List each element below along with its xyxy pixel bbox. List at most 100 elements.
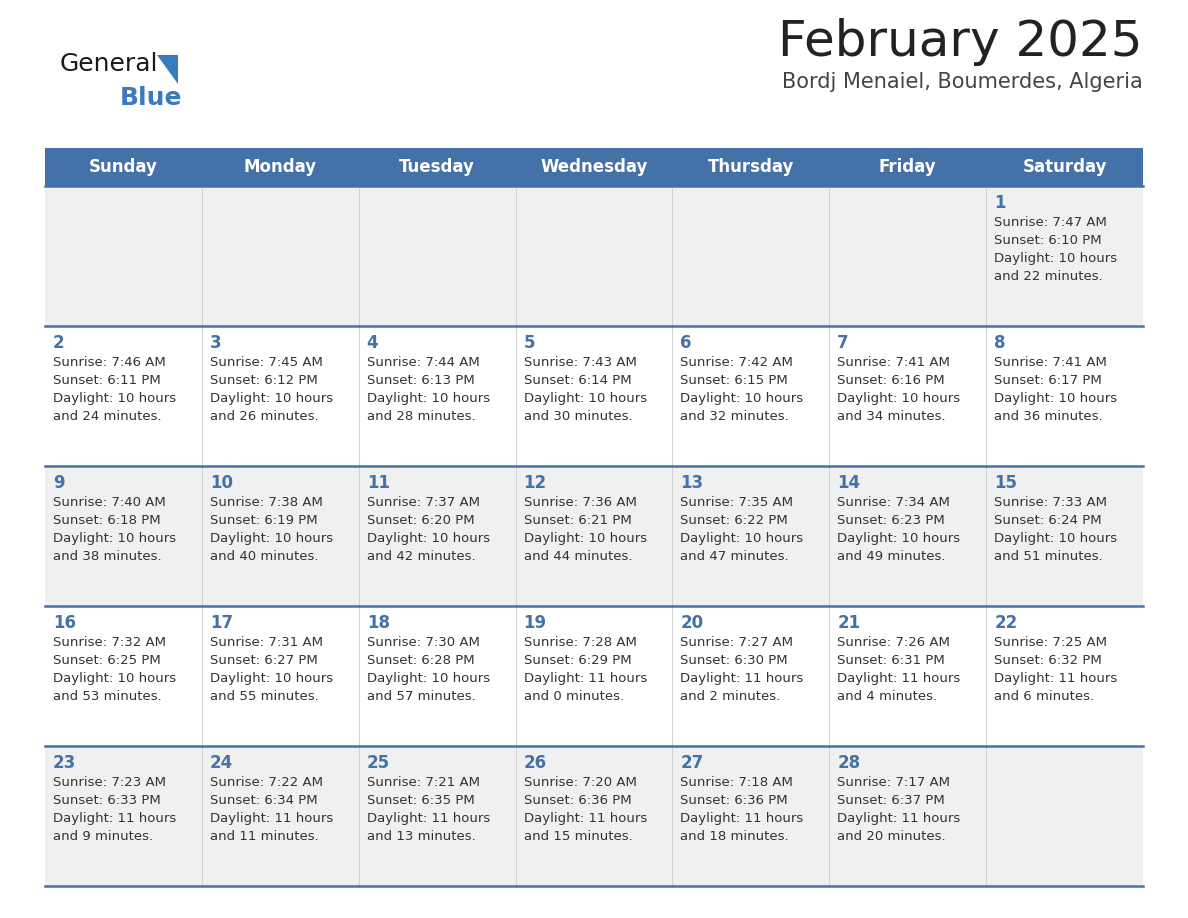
Text: Sunset: 6:17 PM: Sunset: 6:17 PM <box>994 374 1102 387</box>
Text: Sunrise: 7:21 AM: Sunrise: 7:21 AM <box>367 776 480 789</box>
Bar <box>672 186 829 326</box>
Bar <box>986 326 1143 466</box>
Text: Sunset: 6:22 PM: Sunset: 6:22 PM <box>681 514 788 527</box>
Text: Sunset: 6:14 PM: Sunset: 6:14 PM <box>524 374 631 387</box>
Text: and 22 minutes.: and 22 minutes. <box>994 270 1102 283</box>
Bar <box>45 746 202 886</box>
Text: Sunset: 6:35 PM: Sunset: 6:35 PM <box>367 794 474 807</box>
Text: Saturday: Saturday <box>1023 158 1107 176</box>
Text: 23: 23 <box>53 754 76 772</box>
Text: Sunrise: 7:42 AM: Sunrise: 7:42 AM <box>681 356 794 369</box>
Text: and 0 minutes.: and 0 minutes. <box>524 690 624 703</box>
Text: Sunrise: 7:41 AM: Sunrise: 7:41 AM <box>994 356 1107 369</box>
Text: and 51 minutes.: and 51 minutes. <box>994 550 1102 563</box>
Bar <box>672 466 829 606</box>
Text: Daylight: 10 hours: Daylight: 10 hours <box>210 532 333 545</box>
Text: and 13 minutes.: and 13 minutes. <box>367 830 475 843</box>
Text: Daylight: 10 hours: Daylight: 10 hours <box>210 392 333 405</box>
Bar <box>672 148 829 186</box>
Text: 22: 22 <box>994 614 1017 632</box>
Text: 24: 24 <box>210 754 233 772</box>
Text: Sunrise: 7:17 AM: Sunrise: 7:17 AM <box>838 776 950 789</box>
Text: Sunrise: 7:40 AM: Sunrise: 7:40 AM <box>53 496 166 509</box>
Text: Sunset: 6:21 PM: Sunset: 6:21 PM <box>524 514 631 527</box>
Text: and 38 minutes.: and 38 minutes. <box>53 550 162 563</box>
Bar <box>829 148 986 186</box>
Bar <box>202 148 359 186</box>
Text: Thursday: Thursday <box>708 158 794 176</box>
Bar <box>986 148 1143 186</box>
Text: Sunrise: 7:37 AM: Sunrise: 7:37 AM <box>367 496 480 509</box>
Text: Tuesday: Tuesday <box>399 158 475 176</box>
Text: 7: 7 <box>838 334 849 352</box>
Text: Sunset: 6:23 PM: Sunset: 6:23 PM <box>838 514 944 527</box>
Text: Daylight: 10 hours: Daylight: 10 hours <box>681 392 803 405</box>
Text: Sunset: 6:37 PM: Sunset: 6:37 PM <box>838 794 944 807</box>
Text: and 11 minutes.: and 11 minutes. <box>210 830 318 843</box>
Text: 5: 5 <box>524 334 535 352</box>
Text: Sunset: 6:34 PM: Sunset: 6:34 PM <box>210 794 317 807</box>
Text: Sunrise: 7:34 AM: Sunrise: 7:34 AM <box>838 496 950 509</box>
Bar <box>672 746 829 886</box>
Text: 4: 4 <box>367 334 378 352</box>
Text: Daylight: 11 hours: Daylight: 11 hours <box>524 812 646 825</box>
Text: Sunset: 6:20 PM: Sunset: 6:20 PM <box>367 514 474 527</box>
Text: 14: 14 <box>838 474 860 492</box>
Bar <box>516 148 672 186</box>
Bar <box>516 466 672 606</box>
Text: Sunrise: 7:47 AM: Sunrise: 7:47 AM <box>994 216 1107 229</box>
Text: Daylight: 10 hours: Daylight: 10 hours <box>524 532 646 545</box>
Text: Friday: Friday <box>879 158 936 176</box>
Text: and 28 minutes.: and 28 minutes. <box>367 410 475 423</box>
Text: 17: 17 <box>210 614 233 632</box>
Bar <box>45 148 202 186</box>
Bar <box>829 746 986 886</box>
Text: 18: 18 <box>367 614 390 632</box>
Text: Sunrise: 7:18 AM: Sunrise: 7:18 AM <box>681 776 794 789</box>
Text: and 40 minutes.: and 40 minutes. <box>210 550 318 563</box>
Text: Sunrise: 7:23 AM: Sunrise: 7:23 AM <box>53 776 166 789</box>
Text: Sunset: 6:24 PM: Sunset: 6:24 PM <box>994 514 1101 527</box>
Text: 2: 2 <box>53 334 64 352</box>
Text: Sunset: 6:11 PM: Sunset: 6:11 PM <box>53 374 160 387</box>
Text: Sunset: 6:19 PM: Sunset: 6:19 PM <box>210 514 317 527</box>
Text: Sunset: 6:15 PM: Sunset: 6:15 PM <box>681 374 788 387</box>
Text: Sunset: 6:28 PM: Sunset: 6:28 PM <box>367 654 474 667</box>
Text: Daylight: 10 hours: Daylight: 10 hours <box>994 392 1117 405</box>
Text: Sunrise: 7:32 AM: Sunrise: 7:32 AM <box>53 636 166 649</box>
Text: and 26 minutes.: and 26 minutes. <box>210 410 318 423</box>
Text: Sunrise: 7:41 AM: Sunrise: 7:41 AM <box>838 356 950 369</box>
Text: 11: 11 <box>367 474 390 492</box>
Bar <box>829 326 986 466</box>
Text: and 57 minutes.: and 57 minutes. <box>367 690 475 703</box>
Text: Sunrise: 7:43 AM: Sunrise: 7:43 AM <box>524 356 637 369</box>
Text: Sunrise: 7:31 AM: Sunrise: 7:31 AM <box>210 636 323 649</box>
Text: and 55 minutes.: and 55 minutes. <box>210 690 318 703</box>
Bar <box>986 186 1143 326</box>
Text: Daylight: 10 hours: Daylight: 10 hours <box>838 532 960 545</box>
Text: 13: 13 <box>681 474 703 492</box>
Text: Daylight: 11 hours: Daylight: 11 hours <box>210 812 333 825</box>
Text: Sunset: 6:25 PM: Sunset: 6:25 PM <box>53 654 160 667</box>
Text: Sunset: 6:16 PM: Sunset: 6:16 PM <box>838 374 944 387</box>
Bar <box>359 148 516 186</box>
Text: and 32 minutes.: and 32 minutes. <box>681 410 789 423</box>
Text: Sunset: 6:32 PM: Sunset: 6:32 PM <box>994 654 1102 667</box>
Text: 1: 1 <box>994 194 1006 212</box>
Text: Daylight: 11 hours: Daylight: 11 hours <box>367 812 489 825</box>
Text: 25: 25 <box>367 754 390 772</box>
Text: Sunset: 6:13 PM: Sunset: 6:13 PM <box>367 374 474 387</box>
Text: Sunset: 6:30 PM: Sunset: 6:30 PM <box>681 654 788 667</box>
Bar <box>829 606 986 746</box>
Text: February 2025: February 2025 <box>778 18 1143 66</box>
Text: General: General <box>61 52 158 76</box>
Text: Sunrise: 7:26 AM: Sunrise: 7:26 AM <box>838 636 950 649</box>
Text: 26: 26 <box>524 754 546 772</box>
Text: and 36 minutes.: and 36 minutes. <box>994 410 1102 423</box>
Text: Sunrise: 7:38 AM: Sunrise: 7:38 AM <box>210 496 323 509</box>
Text: Daylight: 11 hours: Daylight: 11 hours <box>838 812 961 825</box>
Text: 21: 21 <box>838 614 860 632</box>
Text: Blue: Blue <box>120 86 183 110</box>
Bar <box>516 186 672 326</box>
Text: Bordj Menaiel, Boumerdes, Algeria: Bordj Menaiel, Boumerdes, Algeria <box>782 72 1143 92</box>
